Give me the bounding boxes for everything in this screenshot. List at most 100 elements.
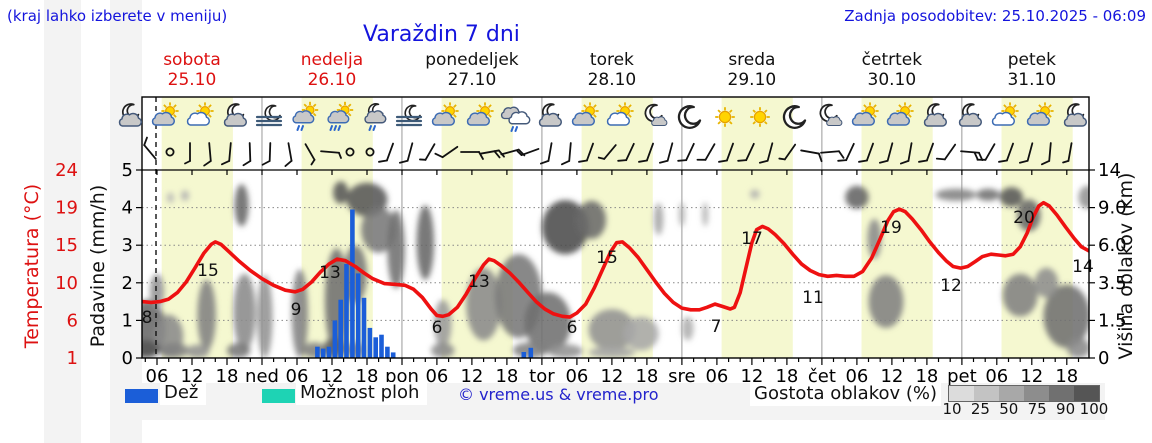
svg-text:15: 15: [197, 261, 219, 281]
density-tick-label: 90: [1056, 400, 1076, 418]
svg-text:14: 14: [1072, 257, 1094, 277]
left-precip-ticks: 5 4 3 2 1 0: [122, 160, 133, 369]
svg-text:18: 18: [216, 366, 239, 387]
svg-text:tor: tor: [529, 366, 555, 387]
weather-icon-cloud-rain: [500, 106, 531, 132]
svg-text:0: 0: [122, 348, 133, 369]
density-tick-label: 50: [999, 400, 1019, 418]
svg-text:24: 24: [55, 160, 78, 181]
day-name: petek: [1007, 50, 1056, 70]
density-segment-90: [1049, 386, 1074, 401]
svg-text:12: 12: [740, 366, 763, 387]
svg-text:ned: ned: [245, 366, 279, 387]
svg-text:18: 18: [915, 366, 938, 387]
svg-text:12: 12: [940, 276, 962, 296]
temperature-labels: 8 15 9 13 6 13 6 15 7 17 11 19 12 20 14: [142, 208, 1094, 338]
cloud-axis-title: Višina oblakov (km): [1115, 172, 1137, 360]
day-date: 26.10: [307, 70, 357, 90]
svg-text:06: 06: [705, 366, 728, 387]
svg-text:1: 1: [122, 310, 133, 331]
svg-text:11: 11: [802, 288, 824, 308]
precip-bars: [315, 209, 534, 358]
cloud-density-colorbar: [948, 385, 1100, 402]
day-date: 25.10: [167, 70, 217, 90]
weather-icon-moon-cloud: [958, 103, 983, 127]
svg-text:14: 14: [1098, 160, 1121, 181]
weather-icon-moon-cloud-rain: [364, 103, 387, 131]
svg-text:12: 12: [321, 366, 344, 387]
svg-text:6: 6: [432, 318, 443, 338]
axis-ticks: [136, 169, 1095, 365]
svg-text:6: 6: [67, 310, 78, 331]
svg-text:12: 12: [1020, 366, 1043, 387]
weather-icon-sun: [750, 107, 770, 127]
svg-text:17: 17: [741, 229, 763, 249]
svg-text:9: 9: [291, 300, 302, 320]
svg-text:12: 12: [460, 366, 483, 387]
right-cloud-ticks: 14 9.0 6.0 3.5 1.5 0: [1098, 160, 1127, 369]
day-header-sreda: sreda 29.10: [682, 50, 822, 90]
weather-icons: [118, 101, 1088, 132]
day-date: 31.10: [1007, 70, 1057, 90]
weather-icon-moon-cloud: [1063, 103, 1088, 127]
weather-icon-sun-cloud-white: [186, 102, 214, 126]
weather-icon-moon-cloud: [538, 103, 563, 127]
day-name: sobota: [163, 50, 221, 70]
day-name: četrtek: [861, 50, 923, 70]
density-tick-label: 100: [1079, 400, 1109, 418]
svg-text:4: 4: [122, 198, 133, 219]
temp-axis-title: Temperatura (°C): [21, 183, 43, 349]
day-header-sobota: sobota 25.10: [122, 50, 262, 90]
x-axis-labels: 06 12 18 ned 06 12 18 pon 06 12 18 tor 06 12 18 sre 06 12…: [146, 366, 1079, 387]
density-segment-10: [949, 386, 974, 401]
svg-text:15: 15: [596, 248, 618, 268]
svg-text:1: 1: [67, 348, 78, 369]
svg-text:12: 12: [600, 366, 623, 387]
density-segment-100: [1074, 386, 1099, 401]
weather-icon-sun-cloud: [466, 102, 494, 126]
weather-icon-sun-cloud-white: [991, 102, 1019, 126]
svg-text:06: 06: [845, 366, 868, 387]
weather-icon-moon: [677, 105, 702, 129]
svg-text:1.5: 1.5: [1098, 310, 1127, 331]
cloud-layer: [142, 181, 1089, 358]
svg-text:18: 18: [356, 366, 379, 387]
day-date: 28.10: [587, 70, 637, 90]
svg-text:8: 8: [142, 308, 153, 328]
weather-icon-sun-cloud-rain2: [327, 101, 354, 131]
weather-icon-sun-cloud: [886, 102, 914, 126]
left-gutter-strip: [44, 0, 81, 443]
weather-icon-sun-cloud: [431, 102, 459, 126]
day-date: 30.10: [867, 70, 917, 90]
svg-text:2: 2: [122, 273, 133, 294]
day-header-četrtek: četrtek 30.10: [822, 50, 962, 90]
svg-text:6.0: 6.0: [1098, 235, 1127, 256]
svg-text:06: 06: [286, 366, 309, 387]
left-gutter-strip-2: [110, 0, 142, 443]
density-segment-25: [974, 386, 999, 401]
svg-text:12: 12: [880, 366, 903, 387]
day-name: ponedeljek: [425, 50, 519, 70]
rain-legend-swatch: [125, 389, 158, 403]
svg-text:06: 06: [425, 366, 448, 387]
cloud-density-label: Gostota oblakov (%): [750, 383, 942, 406]
outer-frame: [141, 96, 1090, 359]
svg-text:3: 3: [122, 235, 133, 256]
svg-text:20: 20: [1013, 208, 1035, 228]
svg-text:5: 5: [122, 160, 133, 181]
svg-text:18: 18: [775, 366, 798, 387]
weather-icon-sun-cloud: [851, 102, 879, 126]
svg-text:10: 10: [55, 273, 78, 294]
svg-text:6: 6: [567, 318, 578, 338]
svg-text:13: 13: [319, 263, 341, 283]
weather-icon-moon-cloud: [223, 103, 248, 127]
day-header-petek: petek 31.10: [962, 50, 1102, 90]
copyright-link[interactable]: © vreme.us & vreme.pro: [458, 385, 659, 404]
svg-text:12: 12: [181, 366, 204, 387]
weather-icon-moon-cloud: [923, 103, 948, 127]
svg-text:06: 06: [146, 366, 169, 387]
weather-icon-moon-cloud-small: [644, 103, 668, 127]
svg-text:9.0: 9.0: [1098, 198, 1127, 219]
showers-legend-swatch: [262, 389, 295, 403]
